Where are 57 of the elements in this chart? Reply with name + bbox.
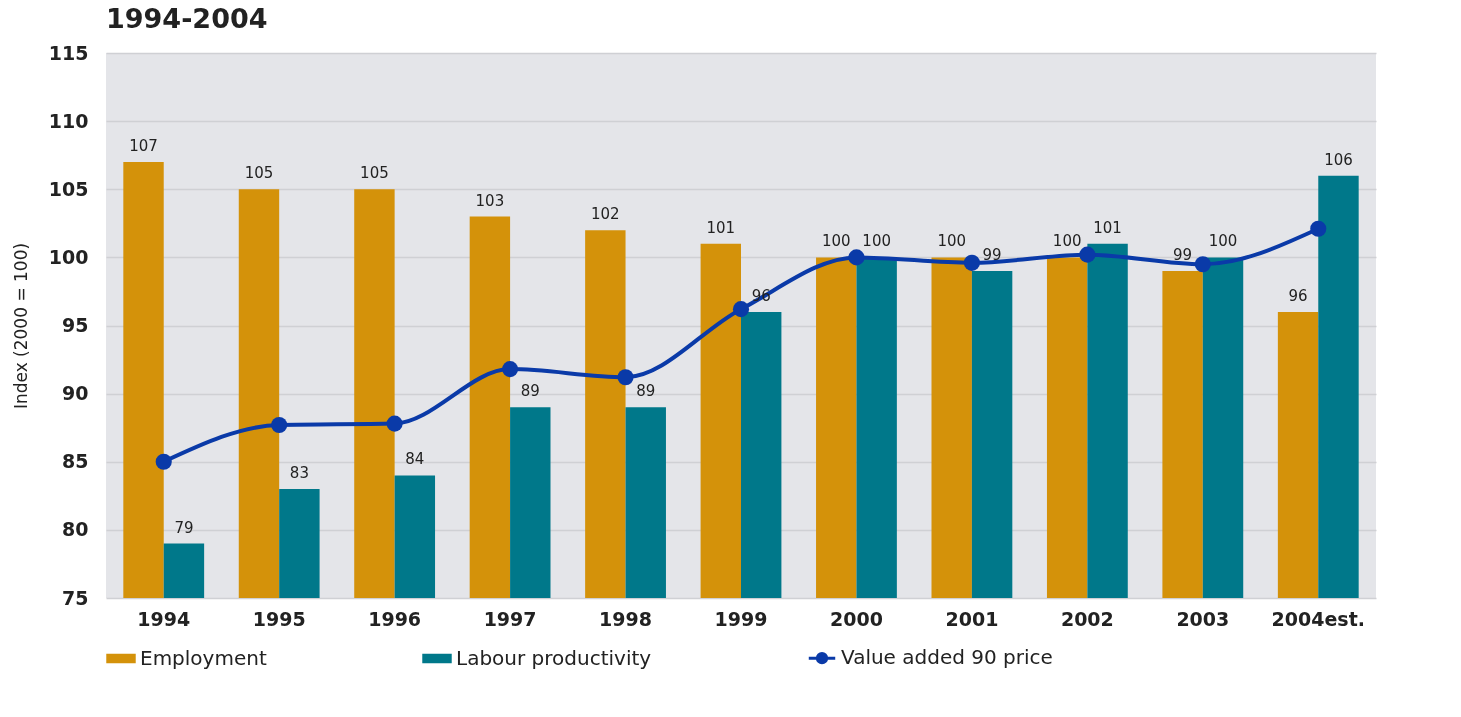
data-label: 106: [1324, 150, 1353, 169]
y-tick-label: 90: [62, 382, 89, 405]
data-label: 100: [862, 232, 891, 251]
point: [1194, 256, 1211, 273]
data-label: 96: [1288, 286, 1308, 305]
point: [502, 361, 519, 378]
data-label: 83: [289, 464, 309, 482]
data-label: 84: [405, 450, 425, 469]
x-tick-label: 2004est.: [1271, 607, 1365, 630]
legend-label: Value added 90 price: [841, 645, 1053, 670]
x-tick-label: 2003: [1176, 607, 1230, 630]
y-tick-label: 115: [48, 41, 89, 64]
chart-title: 1994-2004: [106, 3, 268, 34]
point: [963, 254, 980, 271]
data-label: 105: [360, 164, 389, 183]
y-tick-label: 85: [62, 450, 89, 473]
y-tick-label: 100: [48, 245, 89, 268]
data-label: 100: [821, 232, 851, 251]
legend-label: Employment: [140, 645, 267, 670]
data-label: 101: [706, 218, 736, 237]
data-label: 101: [1093, 218, 1122, 237]
point: [732, 301, 750, 318]
x-tick-label: 1997: [483, 607, 537, 630]
data-label: 89: [520, 382, 540, 401]
x-tick-label: 1994: [137, 607, 191, 630]
y-tick-label: 95: [62, 314, 89, 336]
x-tick-label: 2000: [830, 607, 883, 630]
data-label: 100: [1052, 232, 1082, 251]
point: [848, 249, 865, 266]
point: [271, 416, 288, 434]
data-label: 105: [244, 164, 274, 183]
data-label: 79: [174, 518, 194, 537]
y-tick-label: 110: [48, 109, 89, 132]
legend-label: Labour productivity: [456, 645, 652, 670]
x-tick-label: 1995: [252, 607, 306, 630]
data-label: 99: [982, 246, 1002, 264]
point: [386, 415, 403, 432]
x-tick-label: 1996: [368, 607, 422, 630]
x-tick-label: 1999: [714, 607, 768, 630]
data-label: 99: [1173, 246, 1193, 264]
data-label: 103: [475, 191, 505, 210]
point: [1310, 220, 1327, 237]
point: [617, 369, 634, 386]
x-tick-label: 2001: [945, 607, 999, 630]
data-label: 100: [937, 232, 967, 251]
data-label: 107: [129, 137, 158, 155]
data-label: 102: [591, 205, 620, 224]
y-tick-label: 80: [62, 518, 89, 541]
y-tick-label: 75: [62, 586, 89, 609]
y-axis-title: Index (2000 = 100): [10, 242, 31, 410]
data-label: 100: [1208, 232, 1238, 251]
data-label: 89: [636, 382, 656, 401]
point: [155, 453, 172, 470]
point: [1079, 246, 1096, 263]
y-tick-label: 105: [48, 177, 89, 200]
x-tick-label: 2002: [1060, 607, 1114, 630]
x-tick-label: 1998: [599, 607, 652, 630]
